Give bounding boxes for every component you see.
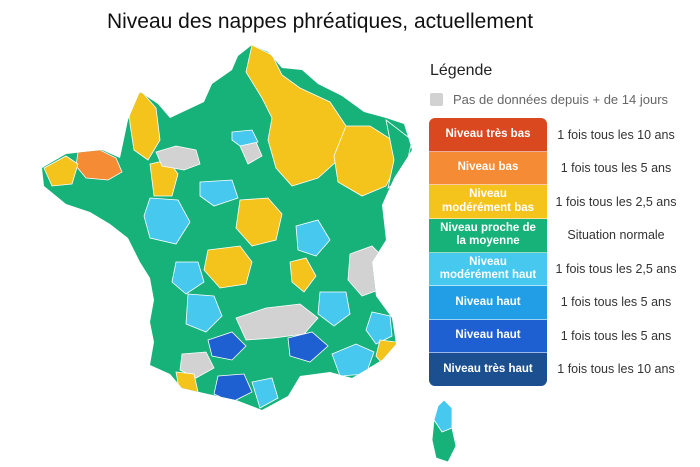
region-centre-val-de-loire [235,197,283,247]
region-normandie-east [155,145,201,171]
frequency-low: 1 fois tous les 5 ans [560,161,672,176]
legend-level-low: Niveau bas [429,151,547,186]
region-pyrenees [213,373,253,403]
frequency-high: 1 fois tous les 5 ans [560,295,672,310]
frequency-very-high: 1 fois tous les 10 ans [557,362,675,377]
region-var [375,339,401,369]
region-nord-pas-de-calais [245,45,347,187]
frequency-average: Situation normale [567,228,665,243]
region-finistere [43,155,79,187]
legend-level-high-2: Niveau haut [429,319,547,354]
legend-no-data: Pas de données depuis + de 14 jours [430,92,668,107]
region-vienne [171,261,205,295]
region-herault [287,331,329,363]
region-toulouse [207,331,247,361]
no-data-label: Pas de données depuis + de 14 jours [453,92,669,107]
legend-level-very-low: Niveau très bas [429,118,547,152]
frequency-moderately-high: 1 fois tous les 2,5 ans [555,261,677,276]
region-ile-de-france [231,129,259,147]
legend-level-very-high: Niveau très haut [429,353,547,386]
legend-title: Légende [430,62,493,79]
page-title: Niveau des nappes phréatiques, actuellem… [106,10,534,33]
frequency-high-2: 1 fois tous les 5 ans [560,328,672,343]
legend-level-moderately-low: Niveau modérément bas [429,185,547,219]
region-cotes-d-armor [75,149,123,181]
legend-level-average: Niveau proche de la moyenne [429,218,547,253]
frequency-very-low: 1 fois tous les 10 ans [557,127,675,142]
legend-frequency-column: 1 fois tous les 10 ans 1 fois tous les 5… [552,118,680,386]
region-champagne-lorraine [333,125,399,197]
legend-level-high: Niveau haut [429,286,547,320]
region-bourgogne-east [295,219,331,257]
region-provence [331,343,375,377]
region-massif-central [235,303,319,341]
region-cher [203,245,253,289]
region-gironde [185,293,223,333]
region-rhone-alpes [317,291,351,327]
legend-level-moderately-high: Niveau modérément haut [429,252,547,287]
region-jura [289,257,317,293]
region-vendee [199,179,239,207]
region-pays-de-la-loire [143,197,191,245]
frequency-moderately-low: 1 fois tous les 2,5 ans [555,194,677,209]
region-gers [179,351,215,379]
no-data-swatch [430,93,443,106]
region-alpes-maritimes [365,311,393,345]
legend-color-scale: Niveau très bas Niveau bas Niveau modéré… [429,118,547,386]
region-pyrenees-orientales [251,377,279,409]
region-corse-south [431,418,457,463]
